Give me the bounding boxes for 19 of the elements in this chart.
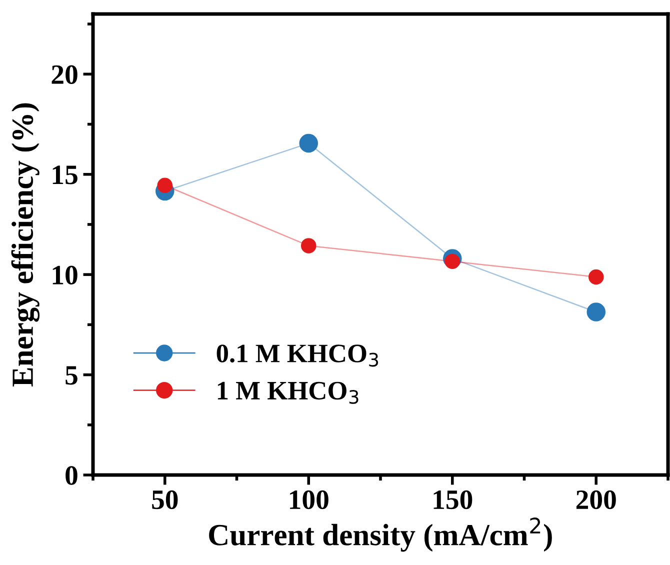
- x-tick-label: 200: [576, 490, 616, 510]
- y-axis-title: Energy efficiency (%): [11, 103, 40, 387]
- y-tick-label: 5: [66, 366, 78, 385]
- legend-label: 0.1 M KHCO$_{3}$: [216, 344, 378, 367]
- point: [444, 254, 460, 269]
- y-tick-label: 0: [66, 466, 78, 485]
- point: [586, 302, 606, 322]
- x-tick-label: 100: [290, 490, 328, 510]
- point: [588, 269, 604, 285]
- y-tick-label: 15: [52, 166, 78, 184]
- x-tick-label: 50: [152, 490, 178, 510]
- x-tick-label: 150: [434, 490, 472, 510]
- point: [300, 238, 316, 254]
- y-tick-label: 20: [52, 65, 78, 84]
- x-axis-title: Current density (mA/cm$^{2}$): [209, 518, 552, 552]
- y-tick-label: 10: [52, 266, 78, 284]
- point: [299, 134, 318, 153]
- point: [157, 178, 173, 194]
- legend-label: 1 M KHCO$_{3}$: [218, 382, 358, 404]
